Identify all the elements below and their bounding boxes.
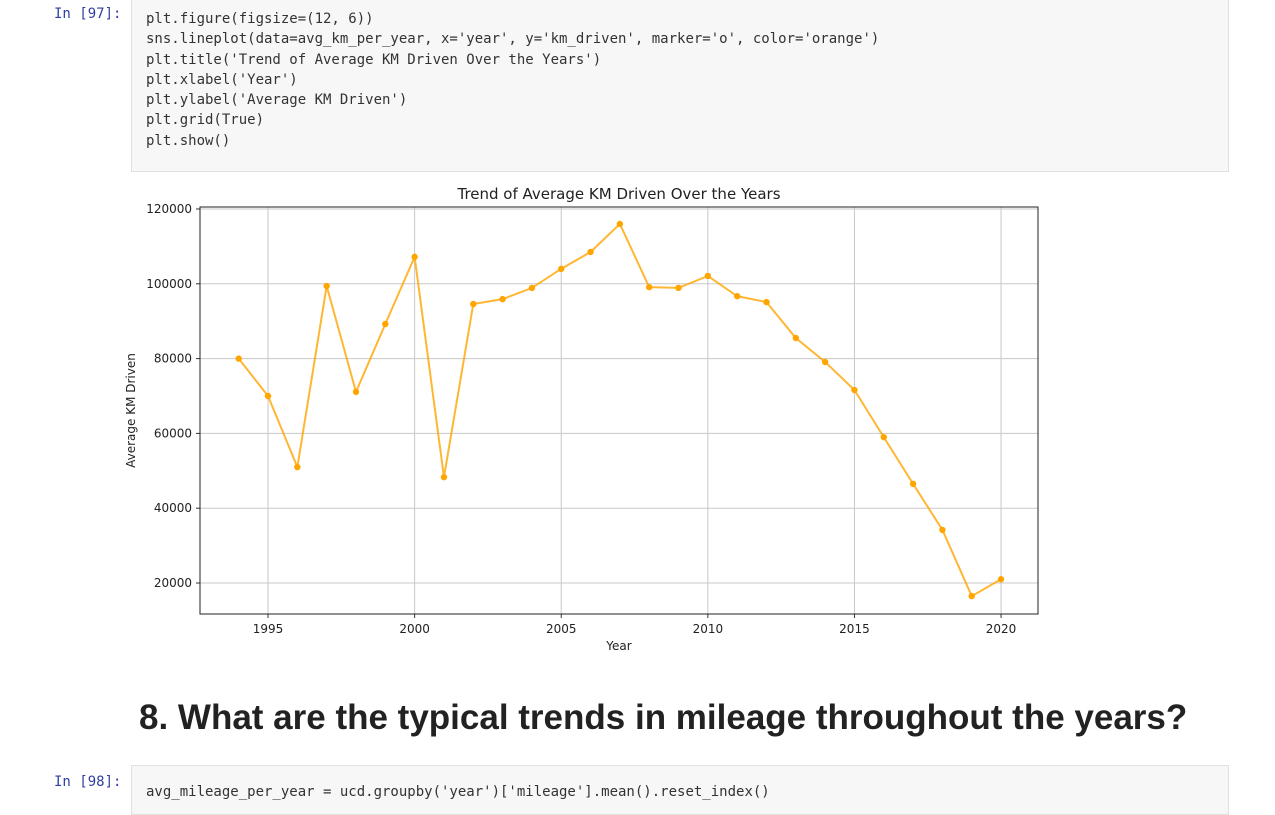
- y-axis-label: Average KM Driven: [124, 353, 138, 468]
- data-point: [294, 463, 301, 471]
- code-line: plt.xlabel('Year'): [146, 71, 298, 88]
- x-tick-label: 2020: [986, 622, 1017, 636]
- heading: 8. What are the typical trends in mileag…: [139, 698, 1188, 737]
- data-point: [909, 480, 917, 488]
- data-point: [528, 284, 536, 292]
- data-point: [880, 433, 887, 441]
- x-tick-label: 2005: [546, 622, 577, 636]
- data-point: [382, 320, 389, 328]
- data-point: [616, 220, 624, 228]
- data-point: [587, 248, 594, 256]
- data-point: [939, 526, 946, 534]
- data-line: [237, 222, 1002, 598]
- code-line: avg_mileage_per_year = ucd.groupby('year…: [146, 784, 770, 800]
- data-point: [235, 355, 242, 362]
- x-tick-label: 2015: [839, 622, 870, 636]
- data-point: [675, 284, 682, 292]
- data-point: [821, 358, 829, 366]
- data-point: [704, 272, 712, 280]
- y-tick-label: 80000: [154, 352, 192, 366]
- plot-frame: [199, 206, 1039, 615]
- y-tick-label: 40000: [154, 501, 192, 515]
- code-line: plt.title('Trend of Average KM Driven Ov…: [146, 51, 602, 68]
- code-line: plt.show(): [146, 132, 231, 149]
- data-point: [763, 298, 770, 306]
- data-point: [968, 592, 975, 600]
- code-line: sns.lineplot(data=avg_km_per_year, x='ye…: [146, 31, 880, 48]
- y-tick-label: 20000: [154, 576, 192, 590]
- x-tick-label: 1995: [253, 622, 284, 636]
- prompt: In [98]:: [54, 774, 122, 790]
- data-point: [646, 283, 653, 291]
- code-cell[interactable]: plt.figure(figsize=(12, 6)) sns.lineplot(…: [131, 0, 1229, 172]
- x-axis-label: Year: [605, 639, 631, 653]
- data-point: [470, 300, 477, 308]
- data-point: [264, 392, 272, 400]
- x-tick-label: 2000: [399, 622, 430, 636]
- data-point: [411, 253, 418, 261]
- chart-title: Trend of Average KM Driven Over the Year…: [456, 185, 780, 203]
- chart: Trend of Average KM Driven Over the Year…: [124, 185, 1039, 653]
- data-point: [440, 473, 448, 481]
- x-tick-label: 2010: [693, 622, 724, 636]
- data-point: [323, 282, 330, 290]
- y-tick-label: 60000: [154, 426, 192, 440]
- prompt: In [97]:: [54, 6, 122, 22]
- code-line: plt.ylabel('Average KM Driven'): [146, 92, 408, 109]
- data-point: [997, 576, 1005, 583]
- y-tick-label: 120000: [146, 202, 192, 216]
- data-point: [499, 295, 506, 303]
- y-tick-label: 100000: [146, 277, 192, 291]
- data-point: [733, 292, 741, 300]
- data-point: [352, 388, 360, 396]
- code-line: plt.figure(figsize=(12, 6)): [146, 11, 374, 27]
- data-point: [792, 334, 800, 342]
- data-point: [851, 386, 858, 394]
- data-point: [558, 265, 565, 273]
- code-line: plt.grid(True): [146, 112, 265, 129]
- code-cell[interactable]: avg_mileage_per_year = ucd.groupby('year…: [131, 765, 1229, 815]
